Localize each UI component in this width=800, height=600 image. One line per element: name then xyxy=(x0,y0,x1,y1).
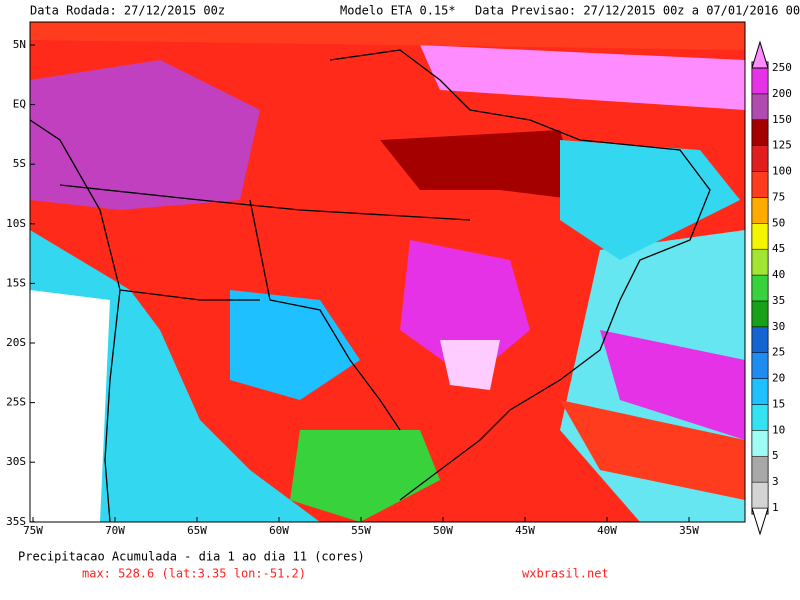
colorbar-label: 75 xyxy=(772,190,785,203)
map-frame xyxy=(29,21,746,523)
colorbar-box xyxy=(751,430,769,457)
colorbar-label: 100 xyxy=(772,165,792,178)
colorbar-box xyxy=(751,404,769,431)
lon-label: 70W xyxy=(105,524,125,537)
lat-label: 5N xyxy=(13,38,26,51)
colorbar-label: 10 xyxy=(772,423,785,436)
colorbar-label: 35 xyxy=(772,294,785,307)
lat-label: 15S xyxy=(6,276,26,289)
lon-label: 65W xyxy=(187,524,207,537)
lat-label: EQ xyxy=(13,98,26,111)
colorbar-label: 50 xyxy=(772,216,785,229)
colorbar-box xyxy=(751,481,769,509)
colorbar-label: 1 xyxy=(772,501,779,514)
borders xyxy=(30,49,711,522)
colorbar-box xyxy=(751,119,769,146)
colorbar-end xyxy=(751,507,769,536)
colorbar-box xyxy=(751,378,769,405)
colorbar-box xyxy=(751,455,769,483)
colorbar-box xyxy=(751,197,769,224)
colorbar-box xyxy=(751,300,769,328)
lat-label: 20S xyxy=(6,336,26,349)
colorbar-label: 250 xyxy=(772,61,792,74)
colorbar-box xyxy=(751,248,769,276)
forecast-period: Data Previsao: 27/12/2015 00z a 07/01/20… xyxy=(475,4,800,18)
colorbar-box xyxy=(751,223,769,250)
site-credit: wxbrasil.net xyxy=(522,567,609,581)
lat-label: 25S xyxy=(6,396,26,409)
precip-field xyxy=(30,22,745,522)
colorbar-label: 40 xyxy=(772,268,785,281)
colorbar-label: 200 xyxy=(772,87,792,100)
lon-label: 45W xyxy=(515,524,535,537)
lat-label: 5S xyxy=(13,157,26,170)
model-name: Modelo ETA 0.15* xyxy=(340,4,456,18)
lon-label: 50W xyxy=(433,524,453,537)
colorbar-box xyxy=(751,145,769,172)
colorbar-box xyxy=(751,171,769,198)
colorbar-label: 45 xyxy=(772,242,785,255)
lon-label: 75W xyxy=(23,524,43,537)
colorbar-label: 5 xyxy=(772,449,779,462)
lon-label: 40W xyxy=(597,524,617,537)
colorbar-box xyxy=(751,274,769,302)
colorbar-label: 30 xyxy=(772,320,785,333)
footer-title: Precipitacao Acumulada - dia 1 ao dia 11… xyxy=(18,550,365,564)
max-info: max: 528.6 (lat:3.35 lon:-51.2) xyxy=(82,567,306,581)
colorbar-box xyxy=(751,93,769,121)
lon-label: 60W xyxy=(269,524,289,537)
colorbar-end xyxy=(751,40,769,69)
lat-label: 10S xyxy=(6,217,26,230)
lon-label: 55W xyxy=(351,524,371,537)
colorbar-box xyxy=(751,67,769,95)
colorbar-label: 20 xyxy=(772,372,785,385)
run-date: Data Rodada: 27/12/2015 00z xyxy=(30,4,225,18)
colorbar-label: 150 xyxy=(772,113,792,126)
lon-label: 35W xyxy=(679,524,699,537)
lat-label: 30S xyxy=(6,455,26,468)
colorbar-box xyxy=(751,352,769,379)
colorbar-label: 3 xyxy=(772,475,779,488)
lat-label: 35S xyxy=(6,515,26,528)
colorbar-label: 15 xyxy=(772,397,785,410)
colorbar-label: 125 xyxy=(772,139,792,152)
colorbar-box xyxy=(751,326,769,353)
colorbar-label: 25 xyxy=(772,346,785,359)
